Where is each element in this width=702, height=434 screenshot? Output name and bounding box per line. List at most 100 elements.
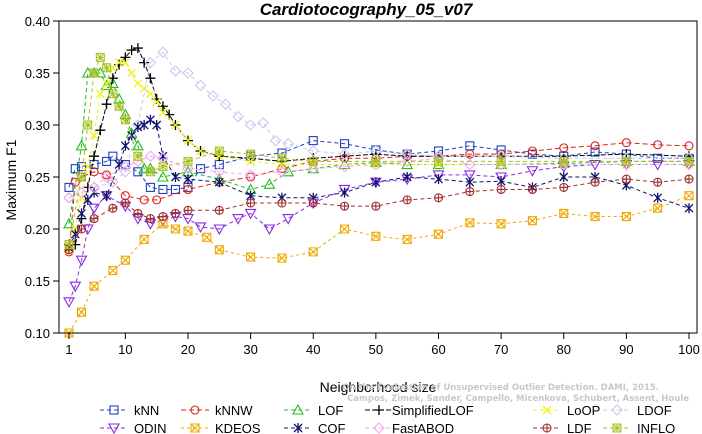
data-point-fastabod xyxy=(370,158,382,171)
data-point-knn xyxy=(195,164,206,174)
data-point-inflo xyxy=(102,63,112,73)
data-point-kdeos xyxy=(433,229,444,239)
y-tick-label: 0.25 xyxy=(25,170,50,185)
data-point-knn xyxy=(340,139,350,149)
data-point-lof xyxy=(75,139,88,151)
data-point-cof xyxy=(171,172,180,182)
data-point-lof xyxy=(63,217,75,229)
credit-line-2: On the Evaluation of Unsupervised Outlie… xyxy=(342,383,659,393)
series-line-cof xyxy=(68,119,690,248)
legend-item-simplifiedlof: SimplifiedLOF xyxy=(365,403,474,418)
data-point-ldf xyxy=(465,187,475,197)
data-point-simplifiedlof xyxy=(132,43,143,54)
data-point-cof xyxy=(120,140,130,151)
data-point-fastabod xyxy=(213,166,226,178)
legend-item-kdeos: KDEOS xyxy=(181,421,261,434)
data-point-knn xyxy=(145,182,155,192)
data-point-simplifiedlof xyxy=(139,57,150,68)
data-point-kdeos xyxy=(684,191,694,201)
series-ldf xyxy=(64,174,694,255)
legend-label: FastABOD xyxy=(392,421,454,434)
data-point-ldf xyxy=(120,198,130,208)
data-point-inflo xyxy=(108,89,118,99)
data-point-ldof xyxy=(282,137,294,150)
legend-marker xyxy=(374,405,384,415)
data-point-cof xyxy=(77,208,86,219)
data-point-knn xyxy=(308,136,318,146)
data-point-ldof xyxy=(307,145,320,157)
y-axis-label: Maximum F1 xyxy=(3,139,19,220)
y-axis-ticks: 0.10 0.15 0.20 0.25 0.30 0.35 0.40 xyxy=(25,14,59,341)
legend-marker xyxy=(611,404,623,416)
legend-marker xyxy=(108,423,120,434)
series-ldof xyxy=(63,46,695,204)
legend-label: LOF xyxy=(318,403,343,418)
data-point-odin xyxy=(282,214,295,225)
data-point-fastabod xyxy=(182,162,194,175)
data-point-kdeos xyxy=(158,219,168,229)
data-point-cof xyxy=(102,190,112,201)
data-point-fastabod xyxy=(119,160,132,173)
series-line-simplifiedlof xyxy=(69,47,690,246)
data-point-ldf xyxy=(621,174,631,184)
data-point-ldf xyxy=(653,177,663,187)
legend-marker xyxy=(542,405,552,415)
legend-label: LDF xyxy=(567,421,592,434)
data-point-ldof xyxy=(182,67,194,79)
data-point-simplifiedlof xyxy=(101,99,112,110)
data-point-kdeos xyxy=(590,211,600,222)
data-point-inflo xyxy=(621,156,631,166)
data-point-fastabod xyxy=(307,162,320,175)
series-line-ldof xyxy=(68,51,689,199)
data-point-inflo xyxy=(496,156,506,166)
y-tick-label: 0.40 xyxy=(25,14,50,29)
data-point-cof xyxy=(559,172,569,182)
legend-marker xyxy=(292,403,304,415)
series-line-fastabod xyxy=(68,155,689,199)
data-point-fastabod xyxy=(495,158,507,171)
data-point-inflo xyxy=(214,146,224,156)
legend-marker xyxy=(109,405,119,415)
data-point-ldf xyxy=(183,205,193,215)
data-point-kdeos xyxy=(653,203,663,213)
data-point-kdeos xyxy=(621,211,631,222)
data-point-knnw xyxy=(590,141,600,151)
legend-label: LDOF xyxy=(637,403,672,418)
data-point-simplifiedlof xyxy=(89,151,100,162)
data-point-inflo xyxy=(371,156,381,166)
data-point-simplifiedlof xyxy=(95,125,106,136)
data-point-ldf xyxy=(108,203,118,213)
data-point-kdeos xyxy=(214,245,224,255)
data-point-lof xyxy=(157,170,169,182)
data-point-ldf xyxy=(170,208,181,218)
legend-marker xyxy=(190,405,200,415)
legend-marker xyxy=(373,422,385,434)
legend-item-inflo: INFLO xyxy=(603,421,675,434)
data-point-odin xyxy=(495,172,508,184)
legend-label: LoOP xyxy=(567,403,600,418)
data-point-ldf xyxy=(527,184,537,195)
data-point-simplifiedlof xyxy=(145,73,156,84)
data-point-knnw xyxy=(246,172,256,182)
data-point-cof xyxy=(114,159,124,170)
data-point-inflo xyxy=(114,101,124,111)
legend-label: kNNW xyxy=(215,403,253,418)
data-point-cof xyxy=(653,192,663,203)
data-point-lof xyxy=(263,178,276,189)
data-point-loop xyxy=(127,68,137,78)
data-point-odin xyxy=(69,281,82,293)
data-point-inflo xyxy=(308,156,318,166)
data-point-kdeos xyxy=(120,255,130,265)
data-point-knnw xyxy=(183,184,193,195)
x-tick-label: 70 xyxy=(494,342,508,357)
data-point-ldf xyxy=(133,208,143,218)
data-point-inflo xyxy=(83,120,93,130)
data-point-cof xyxy=(152,120,162,130)
data-point-knn xyxy=(527,149,537,159)
data-point-simplifiedlof xyxy=(120,52,131,63)
data-point-lof xyxy=(131,139,144,151)
data-point-loop xyxy=(95,89,105,99)
data-point-knn xyxy=(70,164,80,174)
data-point-ldf xyxy=(158,211,168,222)
data-point-inflo xyxy=(559,156,569,166)
